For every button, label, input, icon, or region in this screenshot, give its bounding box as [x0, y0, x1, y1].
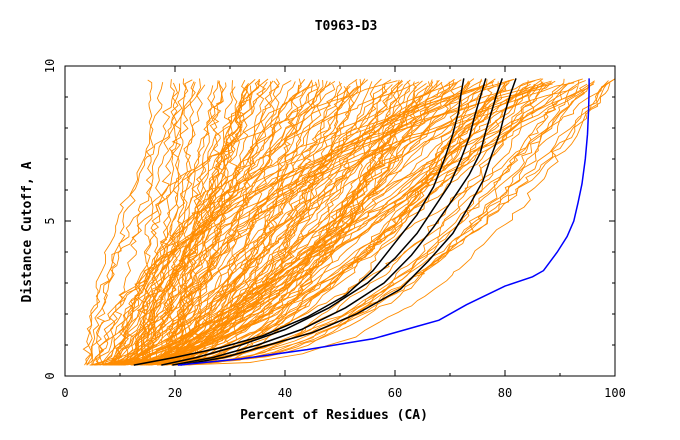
axis-tick-labels: 0 20 40 60 80 100 0 5 10: [43, 59, 626, 400]
model-curve: [122, 82, 471, 366]
model-curve: [162, 82, 570, 366]
model-curve: [157, 81, 400, 366]
model-curve: [131, 85, 578, 366]
model-curve: [163, 81, 313, 366]
model-curve: [140, 83, 595, 366]
model-curve: [135, 80, 469, 366]
model-curve: [132, 80, 586, 366]
model-curve: [114, 79, 313, 366]
model-curve: [177, 80, 274, 366]
model-curve: [173, 83, 507, 366]
model-curve: [86, 81, 336, 366]
model-curve: [173, 81, 595, 366]
model-curve: [166, 80, 595, 366]
model-curve: [137, 78, 616, 366]
model-curve: [84, 82, 164, 366]
model-curve: [90, 81, 494, 366]
model-curve: [95, 82, 575, 366]
model-curve: [104, 80, 556, 366]
model-curve: [110, 80, 292, 366]
black-highlight-curve-2: [161, 78, 487, 366]
model-curve: [141, 81, 459, 366]
model-curve: [126, 79, 440, 366]
x-tick-label: 100: [604, 386, 626, 400]
model-curve: [143, 85, 507, 366]
x-tick-label: 60: [388, 386, 402, 400]
model-curve: [92, 78, 189, 366]
model-curve: [132, 82, 552, 366]
model-curve: [172, 86, 574, 366]
highlight-curves-layer: [133, 78, 590, 366]
model-curve: [117, 78, 455, 366]
black-highlight-curve-3: [172, 78, 504, 366]
chart-title: T0963-D3: [315, 19, 378, 34]
model-curve: [139, 79, 488, 366]
model-curve: [160, 79, 403, 366]
model-curves-layer: [82, 78, 616, 366]
x-axis-title: Percent of Residues (CA): [240, 408, 428, 423]
x-tick-label: 80: [498, 386, 512, 400]
x-tick-label: 0: [61, 386, 68, 400]
model-curve: [104, 83, 569, 366]
y-tick-label: 5: [43, 217, 57, 224]
model-curve: [141, 83, 553, 366]
model-curve: [164, 78, 542, 366]
model-curve: [113, 80, 553, 366]
model-curve: [108, 78, 616, 366]
axis-ticks: [64, 65, 616, 377]
model-curve: [157, 84, 393, 366]
model-curve: [90, 81, 296, 366]
model-curve: [86, 84, 206, 366]
model-curve: [91, 80, 219, 366]
model-curve: [131, 80, 495, 366]
model-curve: [94, 83, 531, 366]
model-curve: [126, 79, 513, 366]
black-highlight-curve-1: [133, 78, 465, 366]
model-curve: [184, 78, 544, 366]
model-curve: [181, 80, 609, 366]
x-tick-label: 40: [278, 386, 292, 400]
y-tick-label: 10: [43, 59, 57, 73]
model-curve: [134, 81, 612, 366]
model-curve: [142, 78, 366, 366]
x-tick-label: 20: [168, 386, 182, 400]
y-axis-title: Distance Cutoff, A: [20, 161, 35, 302]
model-curve: [136, 81, 544, 366]
black-highlight-curve-4: [180, 78, 517, 366]
model-curve: [94, 80, 398, 366]
model-curve: [89, 82, 388, 366]
model-curve: [102, 84, 336, 366]
model-curve: [140, 81, 443, 366]
model-curve: [182, 78, 583, 366]
y-tick-label: 0: [43, 372, 57, 379]
model-curve: [133, 79, 306, 366]
model-curve: [102, 84, 486, 366]
model-curve: [114, 82, 342, 366]
model-curve: [82, 83, 318, 366]
model-curve: [165, 86, 591, 366]
model-curve: [188, 79, 580, 366]
blue-highlight-curve: [177, 78, 590, 366]
model-curve: [122, 82, 456, 366]
